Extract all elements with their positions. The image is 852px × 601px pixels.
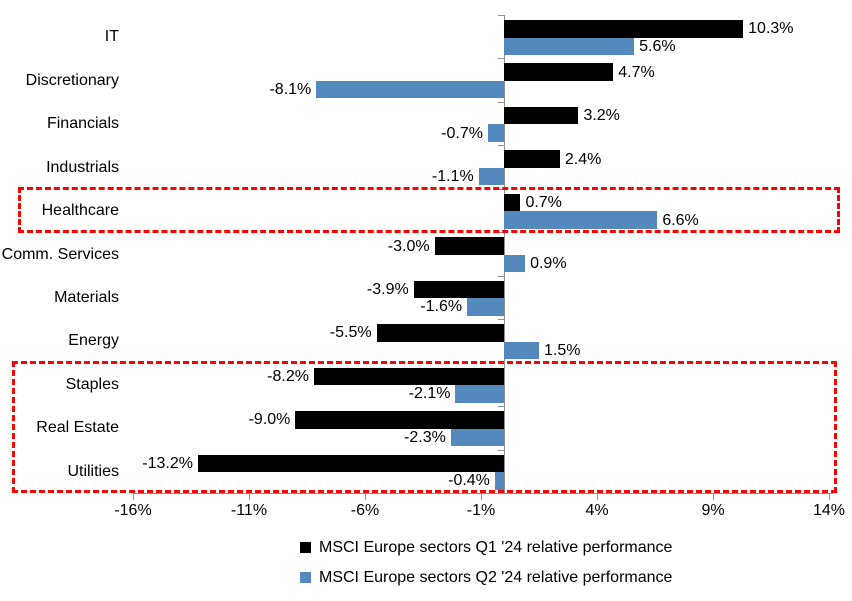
y-axis-tick <box>498 15 505 16</box>
q2-bar <box>316 80 505 99</box>
legend-label: MSCI Europe sectors Q2 '24 relative perf… <box>319 568 673 586</box>
category-label: Discretionary <box>25 71 119 89</box>
x-axis-tick <box>597 493 598 500</box>
legend-item: MSCI Europe sectors Q1 '24 relative perf… <box>300 537 672 557</box>
value-label: -8.2% <box>267 367 309 385</box>
value-label: 4.7% <box>618 63 655 81</box>
q1-bar <box>197 454 505 473</box>
value-label: -8.1% <box>269 81 312 99</box>
value-label: -13.2% <box>142 454 193 472</box>
legend-swatch-icon <box>300 541 311 553</box>
value-label: 0.9% <box>530 255 567 273</box>
x-axis-tick <box>249 493 250 500</box>
y-axis-tick <box>498 449 505 451</box>
legend-swatch-icon <box>300 571 311 583</box>
x-axis-tick <box>481 493 482 500</box>
value-label: 5.6% <box>639 37 676 55</box>
y-axis-tick <box>498 493 505 494</box>
category-label: Healthcare <box>41 202 119 220</box>
category-label: Real Estate <box>36 419 119 437</box>
category-label: Staples <box>65 375 119 393</box>
y-axis-tick <box>498 188 505 190</box>
value-label: -5.5% <box>329 324 372 342</box>
legend-label: MSCI Europe sectors Q1 '24 relative perf… <box>319 538 673 556</box>
q2-bar <box>478 167 505 186</box>
y-axis-tick <box>498 275 505 277</box>
value-label: -3.9% <box>366 280 409 298</box>
value-label: -0.4% <box>448 472 490 490</box>
q2-bar <box>504 254 526 273</box>
value-label: -2.3% <box>404 428 446 446</box>
category-label: Industrials <box>46 158 119 176</box>
value-label: -1.1% <box>431 168 474 186</box>
legend-item: MSCI Europe sectors Q2 '24 relative perf… <box>300 567 672 587</box>
q2-bar <box>494 472 505 490</box>
value-label: 1.5% <box>544 341 581 359</box>
q2-bar <box>467 298 505 316</box>
x-tick-label: -16% <box>114 502 152 519</box>
value-label: -3.0% <box>387 237 430 255</box>
x-axis-tick <box>713 493 714 500</box>
q2-bar <box>487 124 505 142</box>
y-axis-tick <box>498 58 505 60</box>
q2-bar <box>450 428 505 447</box>
y-axis-line <box>504 15 506 493</box>
q1-bar <box>413 280 505 299</box>
q1-bar <box>504 63 614 81</box>
value-label: 10.3% <box>748 20 794 38</box>
y-axis-tick <box>498 319 505 321</box>
value-label: -2.1% <box>408 385 451 403</box>
x-tick-label: 4% <box>585 502 609 519</box>
y-axis-tick <box>498 145 505 147</box>
value-label: -0.7% <box>441 124 483 142</box>
x-tick-label: -1% <box>466 502 496 519</box>
q1-bar <box>313 367 505 386</box>
y-axis-tick <box>498 101 505 103</box>
y-axis-tick <box>498 232 505 234</box>
q1-bar <box>504 193 521 212</box>
value-label: 2.4% <box>564 150 602 168</box>
q1-bar <box>504 106 579 125</box>
category-label: Comm. Services <box>1 245 119 263</box>
x-axis-line <box>133 493 833 494</box>
category-label: Materials <box>54 288 119 306</box>
q1-bar <box>504 150 560 168</box>
chart-legend: MSCI Europe sectors Q1 '24 relative perf… <box>300 537 672 597</box>
q1-bar <box>434 237 505 255</box>
q2-bar <box>504 341 539 360</box>
q1-bar <box>295 411 505 429</box>
value-label: 0.7% <box>525 194 562 212</box>
x-axis-tick <box>365 493 366 500</box>
x-axis-tick <box>133 493 134 500</box>
x-tick-label: 9% <box>701 502 725 519</box>
category-label: IT <box>104 28 119 46</box>
healthcare-highlight-box <box>18 187 840 233</box>
q1-bar <box>504 20 744 38</box>
category-label: Energy <box>68 332 119 350</box>
q2-bar <box>504 211 658 229</box>
value-label: 3.2% <box>583 107 620 125</box>
value-label: -9.0% <box>248 411 291 429</box>
y-axis-tick <box>498 362 505 364</box>
y-axis-tick <box>498 406 505 408</box>
category-label: Utilities <box>67 462 119 480</box>
x-axis-tick <box>829 493 830 500</box>
x-tick-label: -11% <box>230 502 268 519</box>
value-label: -1.6% <box>420 298 463 316</box>
q2-bar <box>455 385 505 403</box>
q2-bar <box>504 37 635 55</box>
x-tick-label: -6% <box>350 502 380 519</box>
value-label: 6.6% <box>662 211 699 229</box>
q1-bar <box>376 324 505 342</box>
x-tick-label: 14% <box>812 502 846 519</box>
category-label: Financials <box>46 115 119 133</box>
